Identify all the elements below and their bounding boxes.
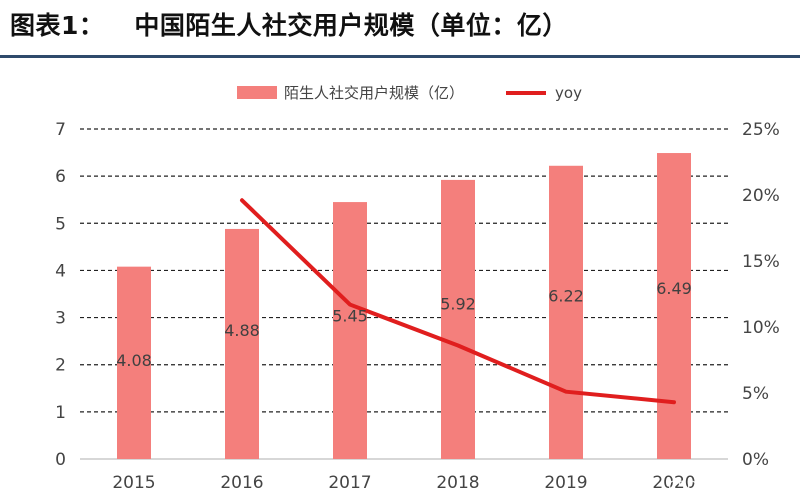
x-tick-label: 2016 <box>220 473 263 493</box>
bar-data-label: 4.88 <box>224 321 260 340</box>
legend-bar-label: 陌生人社交用户规模（亿） <box>284 84 465 102</box>
y-left-tick-label: 7 <box>55 120 66 140</box>
legend-line-label: yoy <box>555 83 582 102</box>
figure-title: 图表1： 中国陌生人社交用户规模（单位：亿） <box>10 6 568 42</box>
chart-legend: 陌生人社交用户规模（亿） yoy <box>237 82 582 103</box>
y-left-tick-label: 4 <box>55 261 66 281</box>
y-right-tick-label: 15% <box>742 252 780 272</box>
y-right-tick-label: 5% <box>742 384 769 404</box>
bar <box>657 153 691 460</box>
bar-data-label: 6.22 <box>548 286 584 305</box>
y-right-tick-label: 10% <box>742 318 780 338</box>
bar-data-label: 6.49 <box>656 279 692 298</box>
bar <box>225 228 259 459</box>
y-right-tick-label: 20% <box>742 186 780 206</box>
bar-data-label: 5.92 <box>440 294 476 313</box>
figure-label: 图表1： <box>10 11 105 40</box>
y-right-tick-label: 25% <box>742 120 780 140</box>
y-left-tick-label: 6 <box>55 167 66 187</box>
bar-data-label: 4.08 <box>116 351 152 370</box>
y-left-tick-label: 5 <box>55 214 66 234</box>
x-tick-label: 2015 <box>112 473 155 493</box>
bar <box>549 165 583 459</box>
x-tick-label: 2020 <box>652 473 695 493</box>
x-tick-label: 2017 <box>328 473 371 493</box>
watermark: CSDN @洋葱1702 <box>668 479 790 495</box>
x-tick-label: 2018 <box>436 473 479 493</box>
y-left-tick-label: 3 <box>55 309 66 329</box>
y-left-tick-label: 0 <box>55 450 66 470</box>
figure-caption: 中国陌生人社交用户规模（单位：亿） <box>134 11 568 40</box>
legend-bar-swatch <box>237 86 277 99</box>
bar <box>333 202 367 460</box>
title-rule <box>0 55 800 58</box>
y-left-tick-label: 1 <box>55 403 66 423</box>
bar-data-label: 5.45 <box>332 307 368 326</box>
legend-line-swatch <box>506 90 547 95</box>
bar <box>441 179 475 459</box>
x-tick-label: 2019 <box>544 473 587 493</box>
bar <box>117 266 151 459</box>
y-right-tick-label: 0% <box>742 450 769 470</box>
y-left-tick-label: 2 <box>55 356 66 376</box>
